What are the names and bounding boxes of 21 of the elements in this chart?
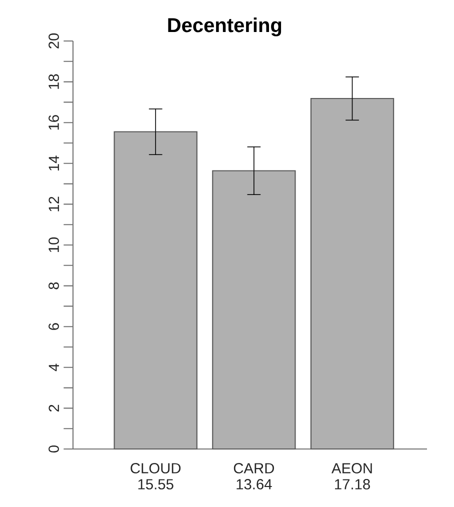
y-tick-label: 14 <box>48 156 59 170</box>
y-tick-label: 16 <box>48 115 59 130</box>
y-tick-label: 2 <box>48 404 59 412</box>
x-tick-label: AEON <box>332 463 372 474</box>
y-tick-label: 20 <box>48 33 59 48</box>
x-tick-label: CARD <box>234 463 274 474</box>
bar <box>212 170 296 450</box>
x-tick-label: CLOUD <box>130 463 181 474</box>
data-label: 17.18 <box>335 479 370 490</box>
y-tick-label: 6 <box>48 323 59 330</box>
y-tick-label: 18 <box>48 74 59 89</box>
y-tick-label: 0 <box>48 446 59 453</box>
y-tick-label: 12 <box>48 196 59 212</box>
data-label: 13.64 <box>236 479 272 490</box>
bar <box>310 98 394 450</box>
y-tick-label: 8 <box>48 282 59 290</box>
data-label: 15.55 <box>138 479 174 490</box>
y-tick-label: 4 <box>48 364 59 372</box>
chart-title: Decentering <box>168 18 282 36</box>
y-tick-label: 10 <box>48 237 59 252</box>
bar <box>114 131 198 450</box>
